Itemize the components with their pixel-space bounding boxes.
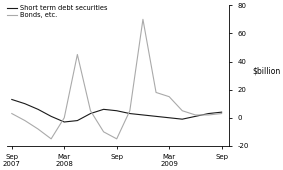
Short term debt securities xyxy=(23,103,27,105)
Short term debt securities xyxy=(168,117,171,119)
Bonds, etc. xyxy=(115,138,118,140)
Short term debt securities xyxy=(76,120,79,122)
Bonds, etc. xyxy=(102,131,105,133)
Bonds, etc. xyxy=(168,96,171,98)
Short term debt securities xyxy=(115,110,118,112)
Bonds, etc. xyxy=(194,114,197,116)
Short term debt securities xyxy=(36,108,40,110)
Bonds, etc. xyxy=(154,91,158,94)
Bonds, etc. xyxy=(89,110,92,112)
Bonds, etc. xyxy=(207,114,210,116)
Short term debt securities xyxy=(220,111,223,113)
Bonds, etc. xyxy=(63,117,66,119)
Bonds, etc. xyxy=(50,138,53,140)
Bonds, etc. xyxy=(141,18,145,20)
Short term debt securities xyxy=(63,121,66,123)
Short term debt securities xyxy=(89,113,92,115)
Short term debt securities xyxy=(194,115,197,117)
Bonds, etc. xyxy=(76,54,79,56)
Short term debt securities xyxy=(154,115,158,117)
Bonds, etc. xyxy=(128,110,132,112)
Legend: Short term debt securities, Bonds, etc.: Short term debt securities, Bonds, etc. xyxy=(7,5,107,18)
Line: Short term debt securities: Short term debt securities xyxy=(12,99,222,122)
Bonds, etc. xyxy=(36,128,40,130)
Bonds, etc. xyxy=(181,110,184,112)
Short term debt securities xyxy=(10,98,14,100)
Short term debt securities xyxy=(181,118,184,120)
Short term debt securities xyxy=(141,114,145,116)
Short term debt securities xyxy=(128,113,132,115)
Y-axis label: $billion: $billion xyxy=(252,67,280,76)
Line: Bonds, etc.: Bonds, etc. xyxy=(12,19,222,139)
Bonds, etc. xyxy=(220,113,223,115)
Bonds, etc. xyxy=(23,120,27,122)
Bonds, etc. xyxy=(10,113,14,115)
Short term debt securities xyxy=(102,108,105,110)
Short term debt securities xyxy=(207,113,210,115)
Short term debt securities xyxy=(50,115,53,117)
